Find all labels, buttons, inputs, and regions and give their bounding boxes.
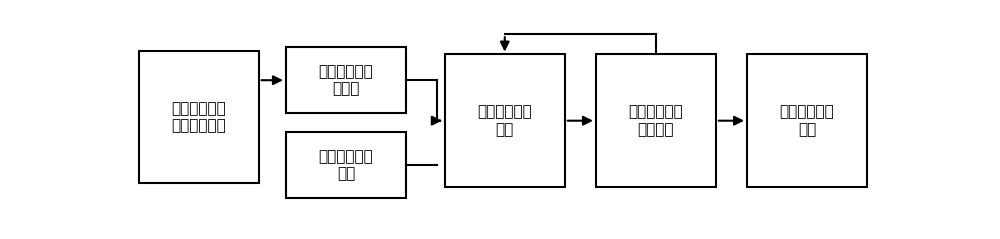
Text: 实际温度反馈
修正模块: 实际温度反馈 修正模块: [629, 104, 683, 137]
Text: 避雷器模型选
择模块: 避雷器模型选 择模块: [318, 64, 373, 96]
Text: 运行条件输入
模块: 运行条件输入 模块: [318, 149, 373, 181]
Text: 最终温升测量
结果: 最终温升测量 结果: [780, 104, 834, 137]
FancyBboxPatch shape: [139, 51, 259, 183]
Text: 温度仿真计算
模块: 温度仿真计算 模块: [477, 104, 532, 137]
FancyBboxPatch shape: [286, 132, 406, 198]
Text: 避雷器几何模
型库构建模块: 避雷器几何模 型库构建模块: [171, 101, 226, 133]
FancyBboxPatch shape: [747, 54, 867, 187]
FancyBboxPatch shape: [445, 54, 565, 187]
FancyBboxPatch shape: [596, 54, 716, 187]
FancyBboxPatch shape: [286, 47, 406, 113]
